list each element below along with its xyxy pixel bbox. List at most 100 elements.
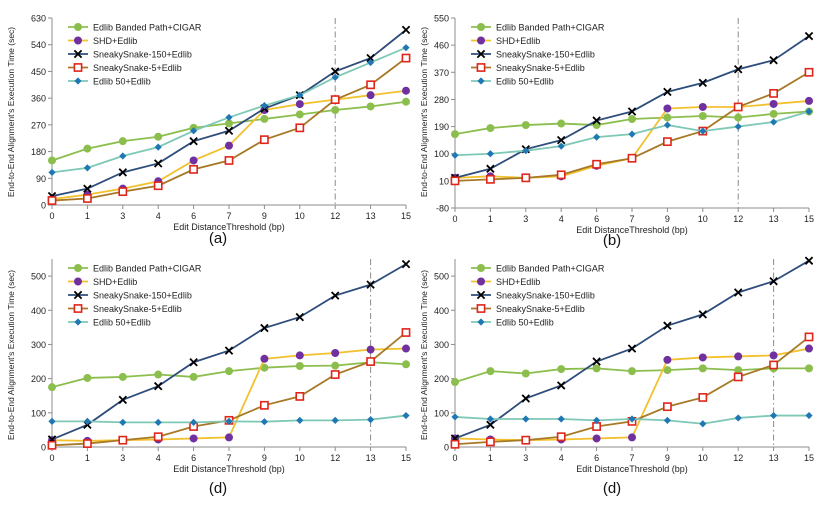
data-point	[804, 332, 814, 342]
data-point	[663, 113, 672, 122]
data-point	[331, 349, 340, 357]
data-point	[330, 370, 340, 379]
data-point	[592, 364, 601, 373]
data-point	[627, 107, 637, 116]
data-point	[556, 135, 566, 145]
panel-label: (a)	[209, 230, 227, 247]
y-axis-title: End-to-End Alignment's Execution Time (s…	[419, 27, 429, 197]
data-point	[189, 357, 198, 367]
legend-entry: SneakySnake-5+Edlib	[93, 304, 182, 314]
x-tick-label: 12	[330, 453, 340, 463]
x-tick-label: 4	[559, 453, 564, 463]
y-axis-title: End-to-End Alignment's Execution Time (s…	[6, 27, 16, 197]
x-tick-label: 7	[629, 453, 634, 463]
x-tick-label: 0	[49, 211, 54, 221]
data-point	[486, 164, 495, 174]
data-point	[367, 58, 375, 67]
data-point	[769, 351, 778, 360]
x-tick-label: 0	[452, 214, 457, 224]
legend-swatch-marker	[73, 290, 83, 300]
x-tick-label: 15	[401, 211, 411, 221]
data-point	[698, 78, 708, 88]
legend-entry: SneakySnake-5+Edlib	[496, 304, 585, 314]
data-point	[83, 373, 92, 382]
y-tick-label: 280	[434, 95, 449, 105]
x-tick-label: 3	[523, 214, 528, 224]
panel-label: (d)	[209, 480, 227, 497]
x-tick-label: 0	[49, 453, 54, 463]
legend-swatch-marker	[476, 63, 486, 72]
data-point	[189, 372, 198, 381]
data-point	[154, 132, 163, 141]
data-point	[770, 411, 778, 420]
data-point	[296, 91, 304, 99]
data-point	[295, 100, 304, 109]
data-point	[556, 381, 566, 390]
x-axis-title: Edit DistanceThreshold (bp)	[173, 222, 285, 232]
series-line	[51, 347, 407, 442]
data-point	[486, 415, 494, 423]
data-point	[734, 366, 743, 375]
data-point	[486, 150, 494, 158]
data-point	[295, 361, 304, 370]
data-point	[225, 113, 233, 122]
x-tick-label: 6	[594, 453, 599, 463]
data-point	[330, 291, 340, 300]
data-point	[48, 168, 56, 176]
data-point	[556, 170, 566, 180]
data-point	[486, 367, 495, 376]
data-point	[486, 124, 495, 133]
data-point	[260, 101, 268, 110]
data-point	[225, 367, 233, 376]
data-point	[628, 433, 636, 442]
legend-swatch-marker	[476, 304, 486, 313]
legend-swatch-marker	[477, 277, 485, 286]
y-tick-label: 450	[31, 67, 46, 77]
data-point	[189, 164, 198, 174]
data-point	[521, 369, 530, 378]
data-point	[401, 25, 411, 35]
x-tick-label: 13	[366, 453, 376, 463]
data-point	[295, 123, 305, 133]
panel-label: (b)	[603, 232, 621, 249]
data-point	[366, 357, 375, 366]
data-point	[402, 86, 410, 95]
data-point	[805, 411, 813, 420]
data-point	[521, 435, 531, 445]
data-point	[402, 411, 410, 420]
data-point	[224, 126, 234, 136]
x-tick-label: 15	[804, 214, 814, 224]
data-point	[153, 159, 163, 168]
data-point	[592, 357, 601, 366]
y-tick-label: 0	[41, 201, 46, 211]
data-point	[592, 159, 601, 169]
legend-swatch-marker	[74, 264, 82, 272]
data-point	[330, 67, 340, 76]
data-point	[521, 121, 530, 130]
data-point	[118, 372, 127, 381]
y-axis-title: End-to-End Alignment's Execution Time (s…	[419, 270, 429, 440]
legend-swatch-marker	[477, 77, 485, 85]
data-point	[662, 402, 672, 412]
data-point	[190, 127, 198, 135]
data-point	[225, 141, 233, 150]
data-point	[699, 127, 707, 135]
data-point	[83, 184, 92, 193]
data-point	[47, 440, 57, 450]
data-point	[522, 415, 530, 423]
data-point	[366, 280, 375, 289]
data-point	[367, 416, 375, 424]
x-tick-label: 9	[665, 453, 670, 463]
legend-entry: SneakySnake-150+Edlib	[93, 291, 192, 301]
y-tick-label: 360	[31, 94, 46, 104]
data-point	[769, 276, 778, 286]
legend-swatch-marker	[74, 318, 82, 326]
x-tick-label: 0	[452, 453, 457, 463]
legend-swatch-marker	[476, 290, 486, 300]
data-point	[698, 393, 708, 402]
x-tick-label: 1	[488, 214, 493, 224]
y-tick-label: 300	[31, 340, 46, 350]
data-point	[119, 152, 127, 160]
x-tick-label: 15	[804, 453, 814, 463]
